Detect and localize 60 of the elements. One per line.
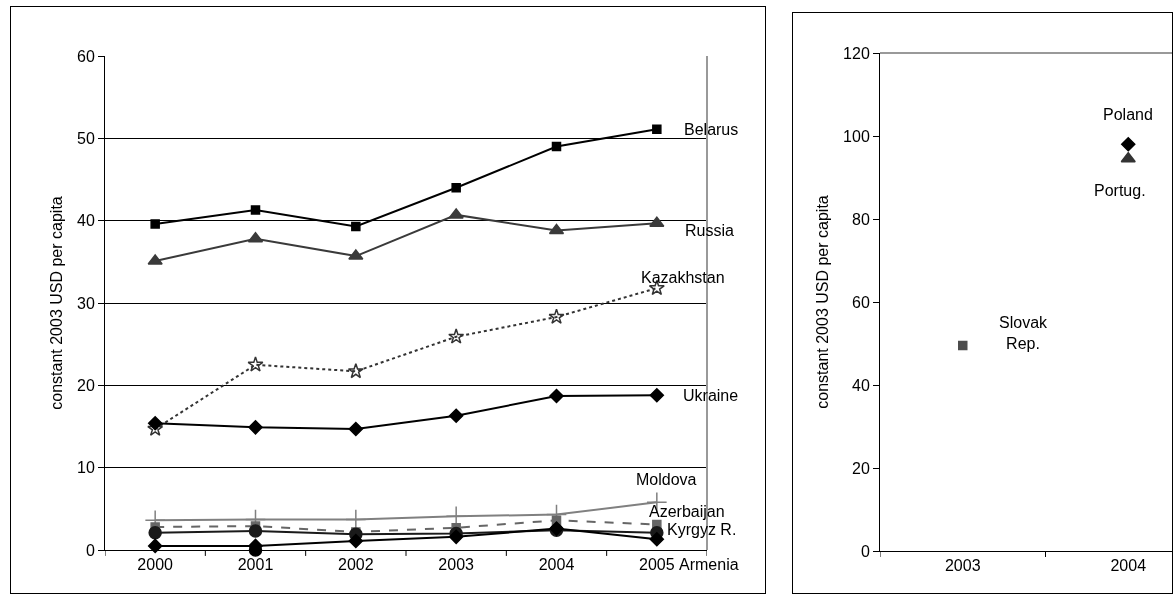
- y-tick-label: 40: [77, 212, 95, 230]
- y-tick-label: 100: [843, 127, 870, 145]
- point: [451, 182, 461, 193]
- point: [1121, 137, 1136, 152]
- point: [250, 205, 261, 215]
- x-tick-label: 2003: [438, 556, 475, 574]
- point: [551, 141, 562, 152]
- series-label: Russia: [685, 222, 735, 239]
- y-tick-label: 40: [852, 376, 870, 394]
- y-axis-title: constant 2003 USD per capita: [814, 195, 831, 409]
- x-tick-label: 2002: [338, 556, 374, 574]
- point: [347, 362, 364, 379]
- point: [248, 524, 263, 538]
- point: [548, 308, 565, 324]
- x-tick-label: 2000: [137, 556, 174, 574]
- point: [247, 356, 264, 372]
- text: Slovak Rep.: [999, 314, 1049, 352]
- point: [148, 525, 162, 540]
- series-label: Moldova: [636, 471, 697, 488]
- series-label: Poland: [1103, 106, 1153, 123]
- y-tick-label: 50: [77, 129, 95, 147]
- point: [150, 219, 160, 229]
- point: [348, 421, 364, 437]
- y-tick-label: 80: [852, 210, 870, 228]
- y-tick-label: 60: [77, 47, 95, 65]
- point: [348, 533, 364, 549]
- series-label: Belarus: [684, 121, 739, 138]
- y-tick-label: 0: [85, 541, 95, 559]
- series-label: Kazakhstan: [641, 269, 725, 286]
- y-tick-label: 120: [843, 44, 870, 62]
- point: [147, 538, 163, 554]
- x-tick-label: 2003: [944, 557, 981, 575]
- y-tick-label: 20: [77, 376, 95, 394]
- y-tick-label: 20: [852, 459, 870, 477]
- series-label: Kyrgyz R.: [667, 521, 737, 538]
- point: [248, 420, 263, 435]
- series-label: Azerbaijan: [649, 503, 725, 520]
- x-tick-label: 2005: [639, 556, 675, 574]
- point: [549, 388, 564, 404]
- point: [649, 532, 665, 547]
- series-label: Armenia: [679, 556, 739, 573]
- x-tick-label: 2004: [1110, 557, 1147, 575]
- point: [448, 328, 465, 344]
- x-tick-label: 2004: [538, 556, 575, 574]
- point: [448, 408, 464, 424]
- point: [649, 387, 665, 403]
- series-label: Ukraine: [683, 387, 739, 404]
- y-tick-label: 10: [77, 459, 95, 477]
- point: [958, 340, 968, 351]
- point: [351, 221, 361, 232]
- point: [448, 529, 464, 545]
- y-tick-label: 60: [852, 293, 870, 311]
- y-tick-label: 30: [77, 294, 95, 312]
- series-label: Portug.: [1094, 182, 1146, 199]
- y-axis-title: constant 2003 USD per capita: [47, 196, 65, 410]
- point: [147, 415, 163, 431]
- y-tick-label: 0: [860, 542, 870, 560]
- point: [652, 124, 662, 135]
- x-tick-label: 2001: [237, 556, 274, 574]
- point: [548, 223, 565, 235]
